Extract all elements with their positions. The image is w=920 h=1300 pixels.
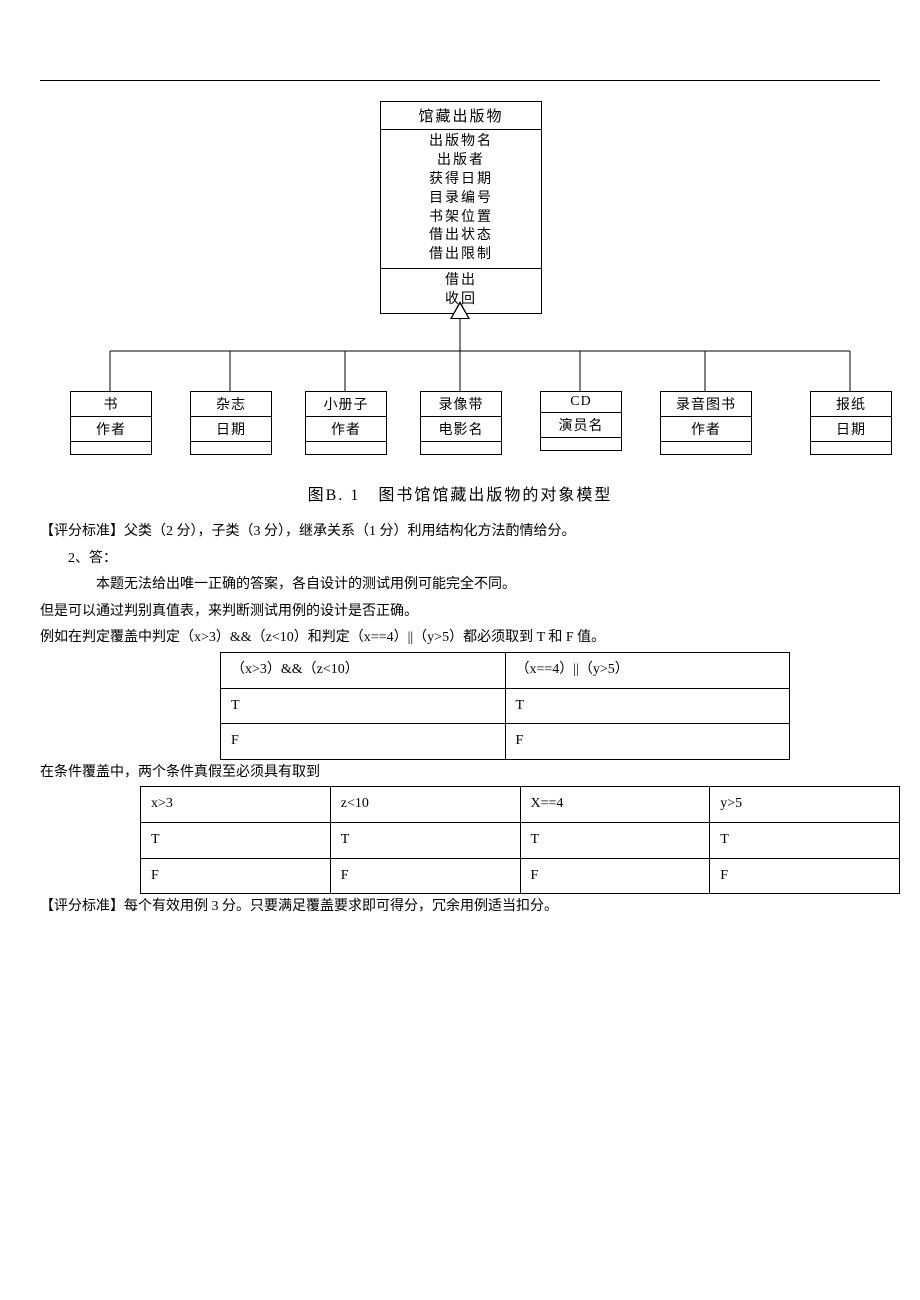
parent-attr: 借出状态 xyxy=(381,227,541,246)
child-op-empty xyxy=(421,442,501,454)
table-row: F F xyxy=(221,724,790,760)
child-op-empty xyxy=(811,442,891,454)
table-cell: T xyxy=(141,822,331,858)
child-title: CD xyxy=(541,392,621,413)
inheritance-triangle-icon xyxy=(450,301,470,319)
parent-attr: 借出限制 xyxy=(381,246,541,265)
grading-note-2: 【评分标准】每个有效用例 3 分。只要满足覆盖要求即可得分，冗余用例适当扣分。 xyxy=(40,894,880,921)
table-row: T T xyxy=(221,688,790,724)
paragraph: 在条件覆盖中，两个条件真假至必须具有取到 xyxy=(40,760,880,787)
child-attr: 作者 xyxy=(661,417,751,442)
child-title: 书 xyxy=(71,392,151,417)
parent-class-attrs: 出版物名 出版者 获得日期 目录编号 书架位置 借出状态 借出限制 xyxy=(381,130,541,269)
child-attr: 作者 xyxy=(71,417,151,442)
child-title: 录音图书 xyxy=(661,392,751,417)
table-cell: T xyxy=(710,822,900,858)
child-class-box: 小册子 作者 xyxy=(305,391,387,455)
table-cell: F xyxy=(520,858,710,894)
table-cell: F xyxy=(330,858,520,894)
child-class-box: 杂志 日期 xyxy=(190,391,272,455)
answer-label: 2、答： xyxy=(40,546,880,573)
parent-class-title: 馆藏出版物 xyxy=(381,102,541,130)
truth-table-2: x>3 z<10 X==4 y>5 T T T T F F F F xyxy=(140,786,900,894)
child-op-empty xyxy=(71,442,151,454)
parent-attr: 目录编号 xyxy=(381,190,541,209)
table-cell: T xyxy=(221,688,506,724)
parent-attr: 书架位置 xyxy=(381,209,541,228)
table-row: x>3 z<10 X==4 y>5 xyxy=(141,787,900,823)
child-attr: 日期 xyxy=(191,417,271,442)
child-attr: 演员名 xyxy=(541,413,621,438)
table-header: （x==4）||（y>5） xyxy=(505,652,790,688)
child-attr: 日期 xyxy=(811,417,891,442)
parent-attr: 出版物名 xyxy=(381,133,541,152)
child-class-box: 录音图书 作者 xyxy=(660,391,752,455)
table-cell: F xyxy=(141,858,331,894)
child-class-box: CD 演员名 xyxy=(540,391,622,451)
table-cell: T xyxy=(505,688,790,724)
child-title: 报纸 xyxy=(811,392,891,417)
child-class-box: 书 作者 xyxy=(70,391,152,455)
child-title: 杂志 xyxy=(191,392,271,417)
object-model-diagram: 馆藏出版物 出版物名 出版者 获得日期 目录编号 书架位置 借出状态 借出限制 … xyxy=(40,101,880,461)
body-text: 【评分标准】父类（2 分），子类（3 分），继承关系（1 分）利用结构化方法酌情… xyxy=(40,519,880,921)
table-row: T T T T xyxy=(141,822,900,858)
page: 馆藏出版物 出版物名 出版者 获得日期 目录编号 书架位置 借出状态 借出限制 … xyxy=(0,0,920,961)
table-cell: T xyxy=(520,822,710,858)
child-title: 录像带 xyxy=(421,392,501,417)
table-cell: T xyxy=(330,822,520,858)
table-header: z<10 xyxy=(330,787,520,823)
child-attr: 作者 xyxy=(306,417,386,442)
table-header: X==4 xyxy=(520,787,710,823)
parent-attr: 出版者 xyxy=(381,152,541,171)
table-cell: F xyxy=(505,724,790,760)
parent-attr: 获得日期 xyxy=(381,171,541,190)
grading-note-1: 【评分标准】父类（2 分），子类（3 分），继承关系（1 分）利用结构化方法酌情… xyxy=(40,519,880,546)
table-header: y>5 xyxy=(710,787,900,823)
child-op-empty xyxy=(191,442,271,454)
child-class-box: 录像带 电影名 xyxy=(420,391,502,455)
parent-op: 借出 xyxy=(381,272,541,291)
paragraph: 例如在判定覆盖中判定（x>3）&&（z<10）和判定（x==4）||（y>5）都… xyxy=(40,625,880,652)
table-row: F F F F xyxy=(141,858,900,894)
paragraph: 本题无法给出唯一正确的答案，各自设计的测试用例可能完全不同。 xyxy=(40,572,880,599)
child-attr: 电影名 xyxy=(421,417,501,442)
truth-table-1: （x>3）&&（z<10） （x==4）||（y>5） T T F F xyxy=(220,652,790,760)
paragraph: 但是可以通过判别真值表，来判断测试用例的设计是否正确。 xyxy=(40,599,880,626)
child-op-empty xyxy=(661,442,751,454)
table-cell: F xyxy=(221,724,506,760)
child-title: 小册子 xyxy=(306,392,386,417)
parent-class-box: 馆藏出版物 出版物名 出版者 获得日期 目录编号 书架位置 借出状态 借出限制 … xyxy=(380,101,542,314)
child-class-box: 报纸 日期 xyxy=(810,391,892,455)
table-row: （x>3）&&（z<10） （x==4）||（y>5） xyxy=(221,652,790,688)
table-header: x>3 xyxy=(141,787,331,823)
child-op-empty xyxy=(541,438,621,450)
diagram-caption: 图B. 1 图书馆馆藏出版物的对象模型 xyxy=(40,481,880,505)
top-rule xyxy=(40,80,880,81)
table-header: （x>3）&&（z<10） xyxy=(221,652,506,688)
table-cell: F xyxy=(710,858,900,894)
child-op-empty xyxy=(306,442,386,454)
